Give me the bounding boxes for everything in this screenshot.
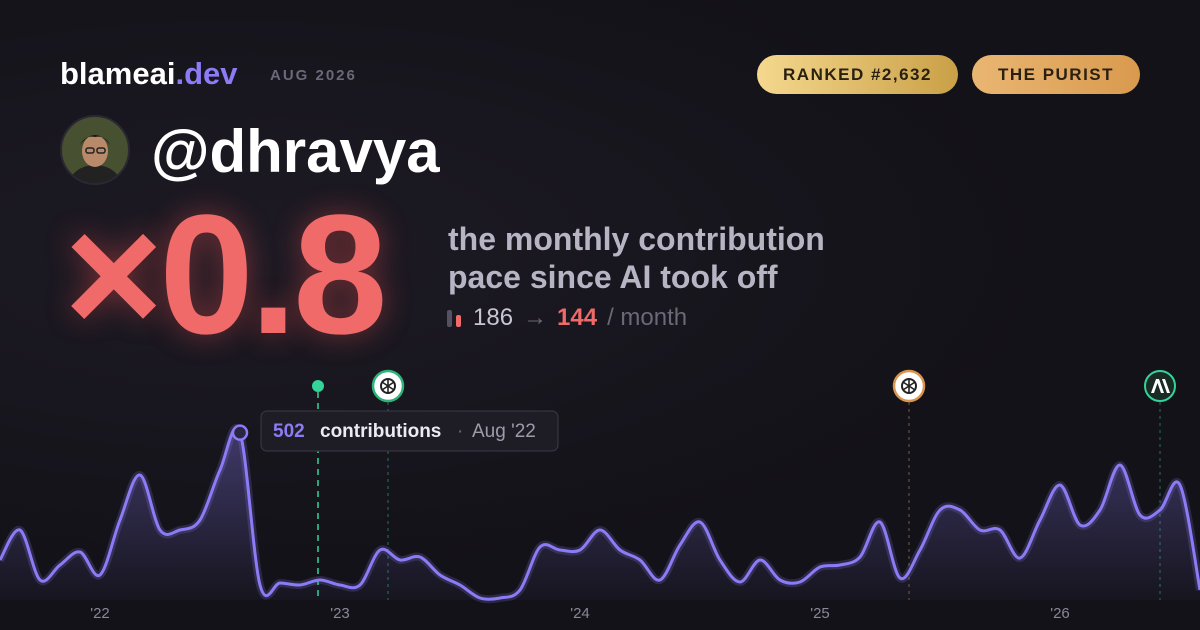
tooltip-separator: · (457, 421, 463, 442)
event-dot (312, 380, 324, 392)
date: AUG 2026 (270, 67, 357, 84)
tooltip-value: 502 (273, 421, 305, 442)
tooltip-date: Aug '22 (472, 421, 536, 442)
description-line: pace since AI took off (448, 259, 778, 295)
stat-before: 186 (473, 304, 514, 331)
username: @dhravya (151, 118, 440, 185)
title-badge: THE PURIST (972, 55, 1140, 94)
brand-name: blameai (60, 56, 176, 91)
multiplier: ×0.8 (64, 180, 388, 370)
x-tick-label: '26 (1050, 605, 1070, 622)
stat-unit: / month (607, 304, 688, 331)
description-line: the monthly contribution (448, 221, 825, 257)
stat-after: 144 (557, 304, 598, 331)
x-tick-label: '25 (810, 605, 830, 622)
brand-suffix: .dev (175, 56, 238, 91)
area (0, 427, 1200, 600)
tooltip-label: contributions (320, 421, 441, 442)
after-icon (456, 314, 461, 327)
before-icon (447, 309, 452, 327)
stats: 186 → 144 / month (447, 304, 687, 332)
peak-marker (231, 424, 249, 441)
openai-icon (892, 369, 926, 403)
x-tick-label: '22 (90, 605, 110, 622)
openai-icon (371, 369, 405, 403)
anthropic-icon (1144, 370, 1176, 402)
x-tick-label: '24 (570, 605, 590, 622)
tooltip-box (260, 410, 559, 452)
x-tick-label: '23 (330, 605, 350, 622)
events (312, 369, 1176, 600)
line (0, 426, 1200, 601)
rank-badge: RANKED #2,632 (757, 55, 958, 94)
avatar (60, 115, 130, 185)
stat-arrow: → (523, 304, 548, 331)
description: the monthly contribution pace since AI t… (448, 220, 825, 296)
tooltip: 502 contributions · Aug '22 (260, 410, 559, 452)
brand: blameai.dev (60, 56, 237, 92)
